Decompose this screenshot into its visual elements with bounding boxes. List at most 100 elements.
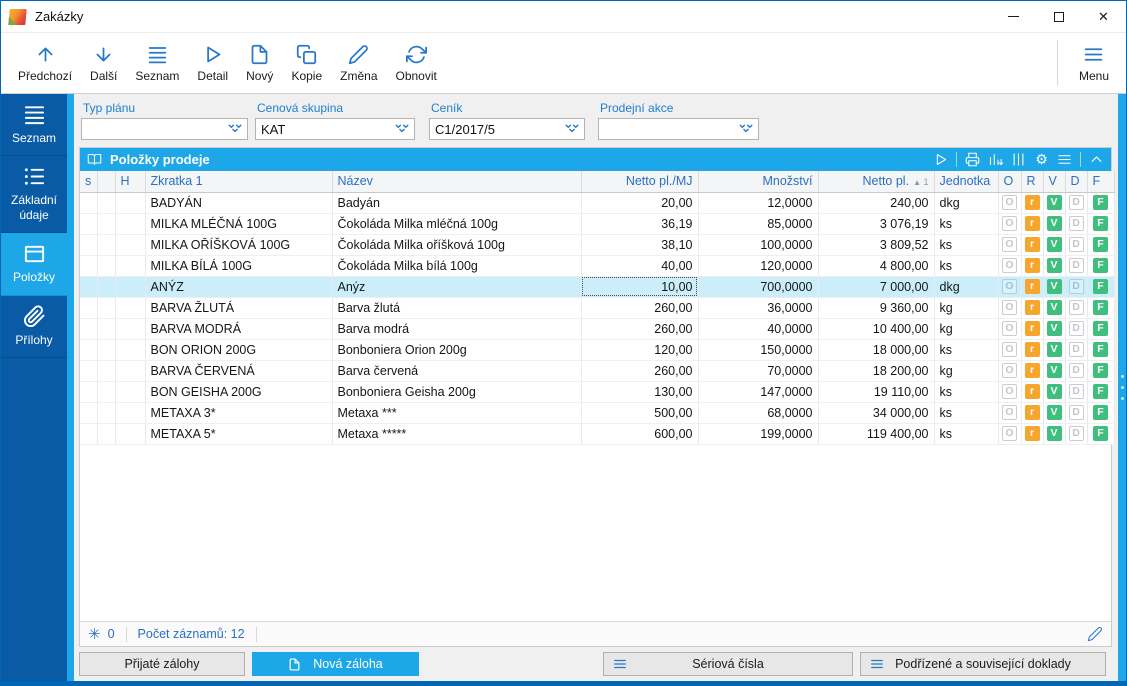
column-header-s[interactable]: s xyxy=(80,171,98,193)
badge-o-cell[interactable]: O xyxy=(998,192,1022,214)
cell-nazev[interactable]: Anýz xyxy=(332,276,582,298)
cell-h[interactable] xyxy=(115,423,146,445)
badge-r-cell[interactable]: r xyxy=(1021,318,1044,340)
podrizene-a-souvisejici-doklady-button[interactable]: Podřízené a související doklady xyxy=(860,652,1106,676)
cell-nazev[interactable]: Barva modrá xyxy=(332,318,582,340)
badge-f-cell[interactable]: F xyxy=(1087,234,1115,256)
table-row[interactable]: METAXA 5* Metaxa ***** 600,00 199,0000 119 4… xyxy=(80,423,1115,445)
badge-r-cell[interactable]: r xyxy=(1021,297,1044,319)
cell-mnozstvi[interactable]: 12,0000 xyxy=(698,192,819,214)
panel-printer-icon[interactable] xyxy=(962,151,983,169)
badge-v-cell[interactable]: V xyxy=(1043,192,1066,214)
cell-jednotka[interactable]: kg xyxy=(934,297,999,319)
cell-s[interactable] xyxy=(80,339,98,361)
cell-jednotka[interactable]: ks xyxy=(934,255,999,277)
cell-mnozstvi[interactable]: 100,0000 xyxy=(698,234,819,256)
badge-o-cell[interactable]: O xyxy=(998,297,1022,319)
cell-h[interactable] xyxy=(115,402,146,424)
cell-nazev[interactable]: Čokoláda Milka bílá 100g xyxy=(332,255,582,277)
badge-o-cell[interactable]: O xyxy=(998,213,1022,235)
cell-mnozstvi[interactable]: 68,0000 xyxy=(698,402,819,424)
badge-v-cell[interactable]: V xyxy=(1043,360,1066,382)
seriova-cisla-button[interactable]: Sériová čísla xyxy=(603,652,853,676)
cell-flag[interactable] xyxy=(97,402,116,424)
cell-netto[interactable]: 240,00 xyxy=(818,192,935,214)
badge-f-cell[interactable]: F xyxy=(1087,318,1115,340)
cell-jednotka[interactable]: ks xyxy=(934,381,999,403)
cell-s[interactable] xyxy=(80,255,98,277)
badge-d-cell[interactable]: D xyxy=(1065,318,1088,340)
cell-zkratka[interactable]: MILKA BÍLÁ 100G xyxy=(145,255,333,277)
toolbar-dalsi-button[interactable]: Další xyxy=(81,33,126,93)
edit-pencil-icon[interactable] xyxy=(1087,626,1103,642)
filter-combobox-cenova-skupina[interactable]: KAT xyxy=(255,118,415,140)
cell-flag[interactable] xyxy=(97,381,116,403)
sidebar-item-prilohy[interactable]: Přílohy xyxy=(1,296,67,358)
table-row[interactable]: BON ORION 200G Bonboniera Orion 200g 120,0… xyxy=(80,339,1115,361)
cell-s[interactable] xyxy=(80,360,98,382)
cell-s[interactable] xyxy=(80,213,98,235)
filter-combobox-prodejni-akce[interactable] xyxy=(598,118,759,140)
badge-f-cell[interactable]: F xyxy=(1087,381,1115,403)
badge-r-cell[interactable]: r xyxy=(1021,381,1044,403)
badge-f-cell[interactable]: F xyxy=(1087,276,1115,298)
cell-flag[interactable] xyxy=(97,318,116,340)
badge-r-cell[interactable]: r xyxy=(1021,402,1044,424)
cell-mnozstvi[interactable]: 36,0000 xyxy=(698,297,819,319)
cell-netto[interactable]: 18 000,00 xyxy=(818,339,935,361)
column-header-d[interactable]: D xyxy=(1065,171,1088,193)
badge-o-cell[interactable]: O xyxy=(998,234,1022,256)
prijate-zalohy-button[interactable]: Přijaté zálohy xyxy=(79,652,245,676)
cell-jednotka[interactable]: ks xyxy=(934,213,999,235)
toolbar-seznam-button[interactable]: Seznam xyxy=(126,33,188,93)
badge-o-cell[interactable]: O xyxy=(998,360,1022,382)
cell-zkratka[interactable]: METAXA 3* xyxy=(145,402,333,424)
cell-s[interactable] xyxy=(80,423,98,445)
right-splitter[interactable] xyxy=(1118,94,1126,681)
cell-nazev[interactable]: Čokoláda Milka mléčná 100g xyxy=(332,213,582,235)
cell-netto-mj[interactable]: 40,00 xyxy=(581,255,699,277)
cell-netto-mj[interactable]: 260,00 xyxy=(581,360,699,382)
cell-jednotka[interactable]: ks xyxy=(934,339,999,361)
badge-d-cell[interactable]: D xyxy=(1065,297,1088,319)
badge-o-cell[interactable]: O xyxy=(998,276,1022,298)
cell-nazev[interactable]: Čokoláda Milka oříšková 100g xyxy=(332,234,582,256)
toolbar-predchozi-button[interactable]: Předchozí xyxy=(9,33,81,93)
maximize-button[interactable] xyxy=(1036,1,1081,32)
column-header-blank[interactable] xyxy=(97,171,116,193)
column-header-f[interactable]: F xyxy=(1087,171,1115,193)
table-row[interactable]: MILKA BÍLÁ 100G Čokoláda Milka bílá 100g 4… xyxy=(80,255,1115,277)
cell-h[interactable] xyxy=(115,381,146,403)
cell-nazev[interactable]: Bonboniera Orion 200g xyxy=(332,339,582,361)
cell-netto-mj[interactable]: 260,00 xyxy=(581,297,699,319)
badge-d-cell[interactable]: D xyxy=(1065,423,1088,445)
badge-f-cell[interactable]: F xyxy=(1087,213,1115,235)
cell-zkratka[interactable]: MILKA OŘÍŠKOVÁ 100G xyxy=(145,234,333,256)
sidebar-splitter[interactable] xyxy=(67,94,74,681)
menu-button[interactable]: Menu xyxy=(1070,40,1118,87)
badge-f-cell[interactable]: F xyxy=(1087,402,1115,424)
cell-mnozstvi[interactable]: 147,0000 xyxy=(698,381,819,403)
column-header-r[interactable]: R xyxy=(1021,171,1044,193)
table-row[interactable]: BARVA ČERVENÁ Barva červená 260,00 70,0000 1… xyxy=(80,360,1115,382)
table-row[interactable]: BON GEISHA 200G Bonboniera Geisha 200g 130… xyxy=(80,381,1115,403)
cell-netto[interactable]: 19 110,00 xyxy=(818,381,935,403)
cell-jednotka[interactable]: ks xyxy=(934,234,999,256)
cell-nazev[interactable]: Barva žlutá xyxy=(332,297,582,319)
column-header-h[interactable]: H xyxy=(115,171,146,193)
panel-menu-icon[interactable] xyxy=(1054,151,1075,169)
cell-netto-mj[interactable]: 500,00 xyxy=(581,402,699,424)
badge-d-cell[interactable]: D xyxy=(1065,402,1088,424)
badge-r-cell[interactable]: r xyxy=(1021,234,1044,256)
sidebar-item-seznam[interactable]: Seznam xyxy=(1,94,67,157)
cell-netto-mj[interactable]: 36,19 xyxy=(581,213,699,235)
cell-s[interactable] xyxy=(80,192,98,214)
badge-r-cell[interactable]: r xyxy=(1021,213,1044,235)
cell-nazev[interactable]: Badyán xyxy=(332,192,582,214)
cell-netto-mj[interactable]: 38,10 xyxy=(581,234,699,256)
badge-v-cell[interactable]: V xyxy=(1043,213,1066,235)
badge-v-cell[interactable]: V xyxy=(1043,318,1066,340)
cell-mnozstvi[interactable]: 120,0000 xyxy=(698,255,819,277)
